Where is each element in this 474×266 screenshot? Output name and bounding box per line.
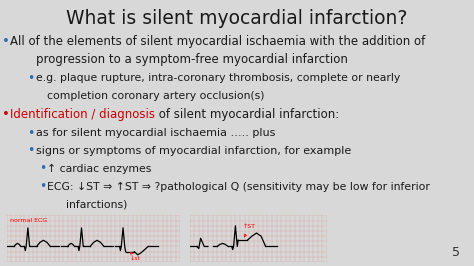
Text: •: • (27, 144, 35, 157)
Text: All of the elements of silent myocardial ischaemia with the addition of: All of the elements of silent myocardial… (10, 35, 426, 48)
Text: completion coronary artery occlusion(s): completion coronary artery occlusion(s) (47, 91, 265, 101)
Text: •: • (27, 127, 35, 139)
Text: e.g. plaque rupture, intra-coronary thrombosis, complete or nearly: e.g. plaque rupture, intra-coronary thro… (36, 73, 400, 84)
Text: •: • (39, 163, 46, 175)
Text: progression to a symptom-free myocardial infarction: progression to a symptom-free myocardial… (36, 53, 347, 66)
Text: ↑ cardiac enzymes: ↑ cardiac enzymes (47, 164, 152, 174)
Text: Identification / diagnosis: Identification / diagnosis (10, 108, 155, 121)
Text: ECG: ↓ST ⇒ ↑ST ⇒ ?pathological Q (sensitivity may be low for inferior: ECG: ↓ST ⇒ ↑ST ⇒ ?pathological Q (sensit… (47, 182, 430, 192)
Text: •: • (39, 181, 46, 193)
Text: ↓st: ↓st (130, 252, 141, 261)
Text: normal ECG: normal ECG (9, 218, 47, 223)
Text: as for silent myocardial ischaemia ….. plus: as for silent myocardial ischaemia ….. p… (36, 128, 275, 138)
Text: •: • (2, 108, 10, 121)
Text: of silent myocardial infarction:: of silent myocardial infarction: (155, 108, 340, 121)
Text: What is silent myocardial infarction?: What is silent myocardial infarction? (66, 9, 408, 28)
Text: signs or symptoms of myocardial infarction, for example: signs or symptoms of myocardial infarcti… (36, 146, 351, 156)
Text: •: • (2, 35, 10, 48)
Text: •: • (27, 72, 34, 85)
Text: 5: 5 (452, 246, 460, 259)
Text: ↑ST: ↑ST (243, 224, 256, 237)
Text: infarctions): infarctions) (66, 200, 128, 210)
